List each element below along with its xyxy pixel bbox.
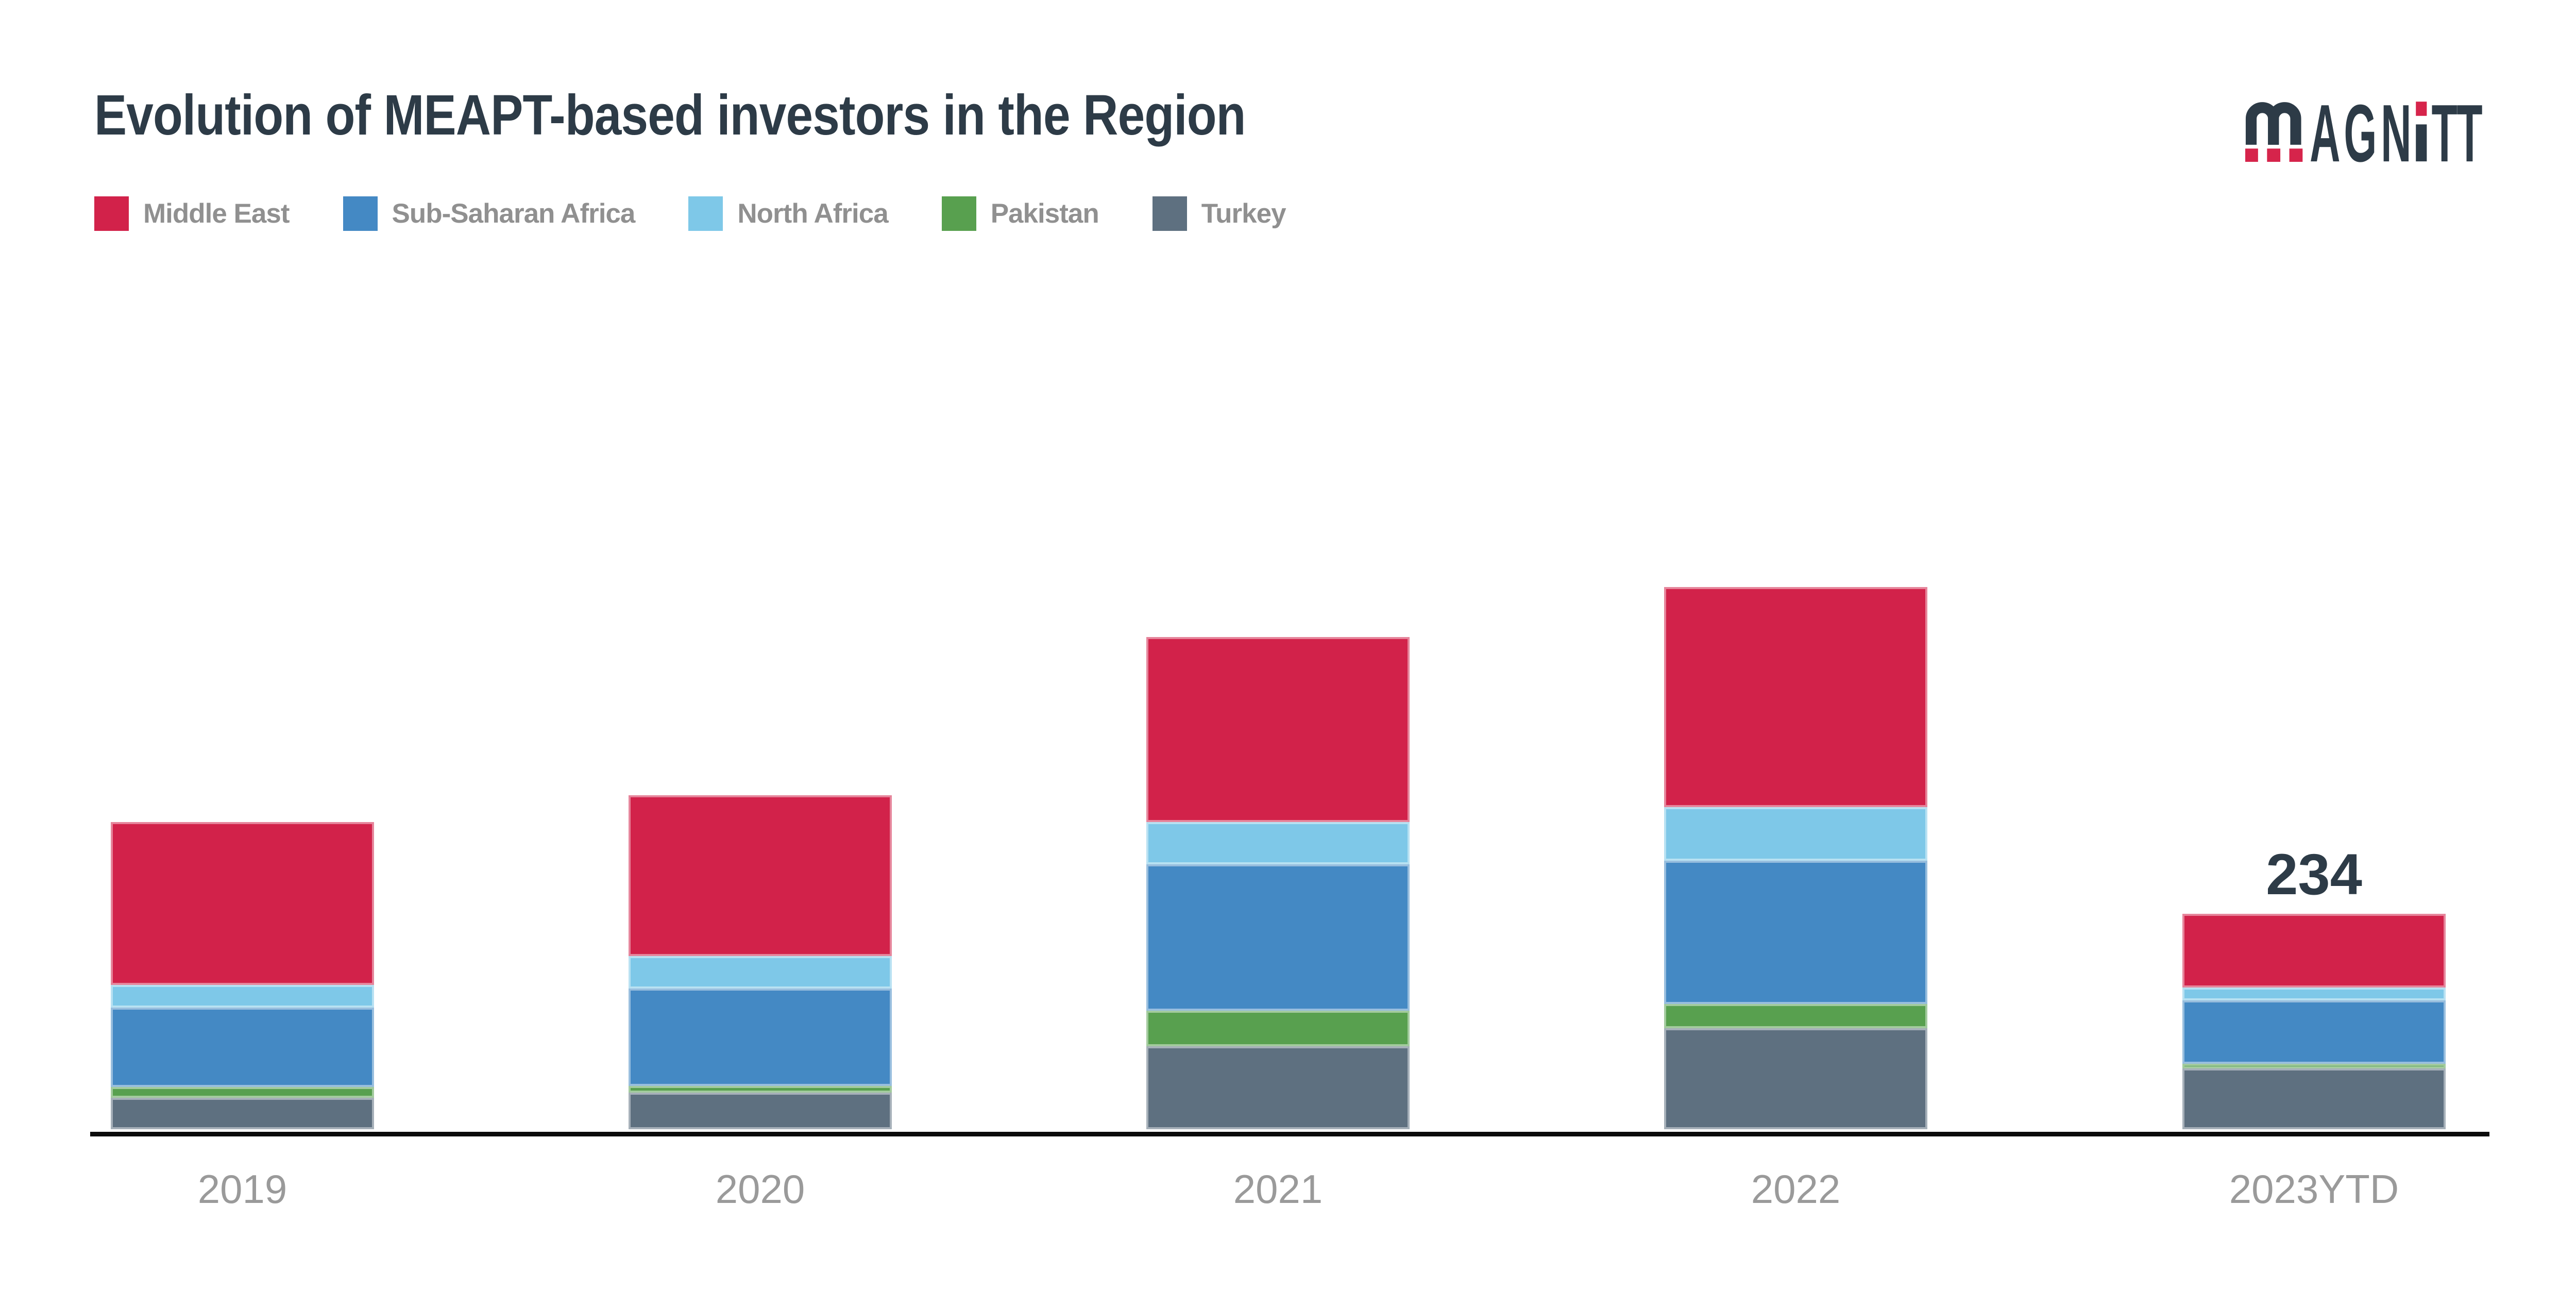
chart-legend: Middle East Sub-Saharan Africa North Afr… [94,196,1286,231]
legend-item-sub-saharan-africa[interactable]: Sub-Saharan Africa [343,196,635,231]
legend-label: Middle East [143,198,290,229]
legend-swatch [343,196,378,231]
bar-segment-2021-north-africa[interactable] [1146,822,1410,864]
bar-segment-2019-middle-east[interactable] [111,822,374,985]
legend-item-pakistan[interactable]: Pakistan [941,196,1099,231]
bar-2022 [1664,587,1927,1129]
bar-segment-2019-turkey[interactable] [111,1098,374,1129]
bar-segment-2020-sub-saharan-africa[interactable] [629,988,892,1086]
bar-segment-2020-pakistan[interactable] [629,1086,892,1093]
x-axis-label-2019: 2019 [197,1166,287,1212]
bar-segment-2019-pakistan[interactable] [111,1086,374,1098]
legend-label: Pakistan [990,198,1099,229]
bar-segment-2022-sub-saharan-africa[interactable] [1664,860,1927,1005]
x-axis-line [90,1132,2489,1136]
x-axis-label-2023ytd: 2023YTD [2229,1166,2399,1212]
bar-segment-2023ytd-pakistan[interactable] [2182,1064,2446,1069]
bar-segment-2022-middle-east[interactable] [1664,587,1927,807]
bar-segment-2019-sub-saharan-africa[interactable] [111,1008,374,1087]
bar-segment-2019-north-africa[interactable] [111,984,374,1008]
x-axis-label-2021: 2021 [1233,1166,1323,1212]
legend-swatch [688,196,723,231]
x-axis-label-2020: 2020 [715,1166,805,1212]
bar-2023ytd [2182,914,2446,1129]
legend-label: North Africa [737,198,888,229]
bar-segment-2023ytd-sub-saharan-africa[interactable] [2182,1000,2446,1064]
bar-segment-2020-turkey[interactable] [629,1092,892,1129]
bar-segment-2020-north-africa[interactable] [629,956,892,989]
bar-segment-2021-sub-saharan-africa[interactable] [1146,864,1410,1011]
legend-label: Sub-Saharan Africa [392,198,636,229]
legend-swatch [941,196,976,231]
bar-segment-2022-north-africa[interactable] [1664,807,1927,861]
bar-segment-2023ytd-middle-east[interactable] [2182,914,2446,987]
legend-item-north-africa[interactable]: North Africa [688,196,889,231]
bar-segment-2022-turkey[interactable] [1664,1028,1927,1129]
bar-segment-2021-turkey[interactable] [1146,1046,1410,1129]
legend-swatch [94,196,129,231]
legend-swatch [1152,196,1187,231]
chart-title: Evolution of MEAPT-based investors in th… [94,83,1246,147]
bar-segment-2021-pakistan[interactable] [1146,1010,1410,1047]
bar-segment-2023ytd-north-africa[interactable] [2182,987,2446,1000]
total-label-2023ytd: 234 [2266,842,2362,907]
magnitt-logo: A G N T T [2245,88,2483,179]
x-axis-label-2022: 2022 [1751,1166,1841,1212]
bar-2020 [629,795,892,1129]
bar-segment-2021-middle-east[interactable] [1146,637,1410,822]
bar-segment-2020-middle-east[interactable] [629,795,892,957]
bar-2019 [111,822,374,1129]
legend-label: Turkey [1201,198,1286,229]
bar-segment-2022-pakistan[interactable] [1664,1004,1927,1028]
bar-segment-2023ytd-turkey[interactable] [2182,1068,2446,1129]
bar-2021 [1146,637,1410,1129]
legend-item-turkey[interactable]: Turkey [1152,196,1286,231]
legend-item-middle-east[interactable]: Middle East [94,196,290,231]
